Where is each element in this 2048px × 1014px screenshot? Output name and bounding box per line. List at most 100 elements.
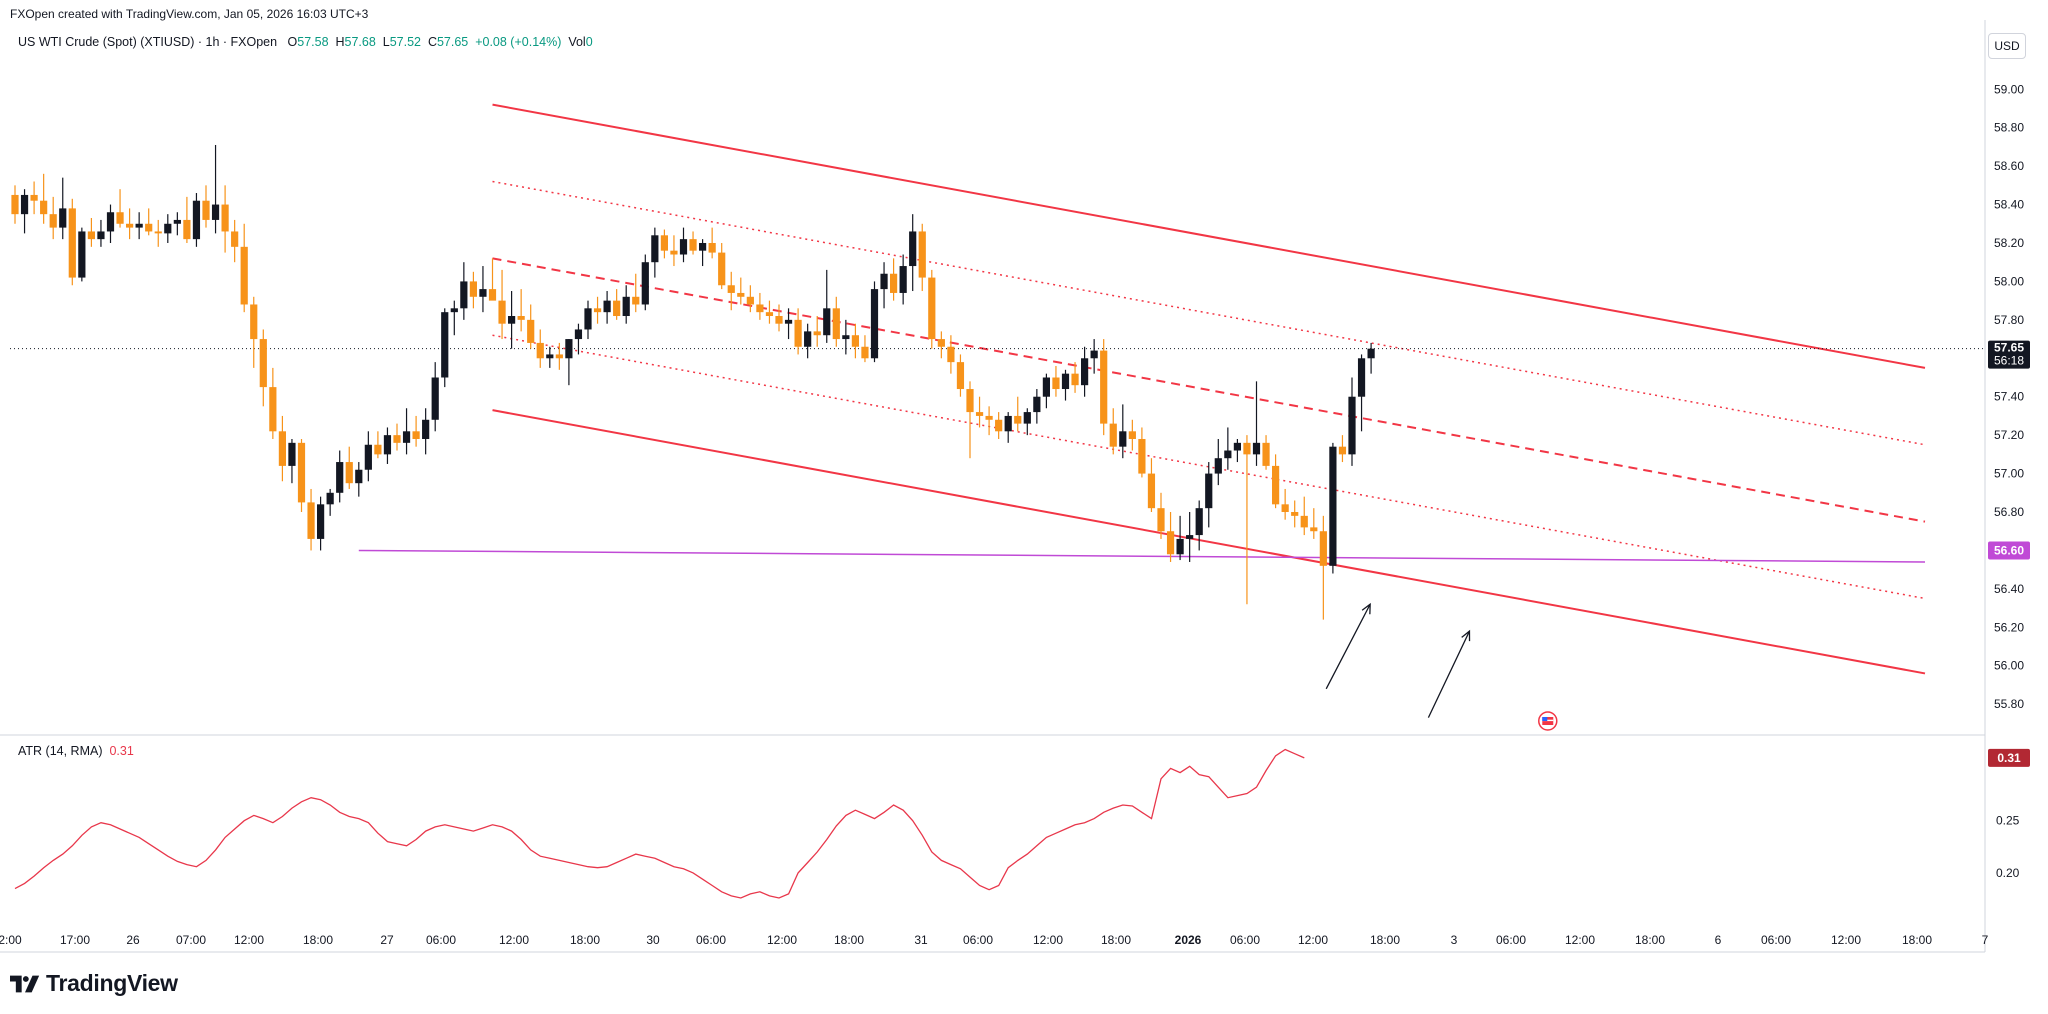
time-tick-label: 18:00 [1370,933,1400,947]
atr-name: ATR (14, RMA) [18,744,103,758]
price-tick-label: 58.60 [1994,159,2024,173]
tradingview-logo-icon [10,975,40,992]
close-label: C [427,35,437,49]
candle-body [20,194,29,215]
time-tick-label: 07:00 [176,933,206,947]
annotation-arrow [1325,603,1371,690]
time-tick-label: 06:00 [696,933,726,947]
price-axis[interactable]: 59.2059.0058.8058.6058.4058.2058.0057.80… [1994,44,2024,711]
candle-body [68,208,76,278]
candle-body [479,289,487,297]
time-tick-label: 06:00 [1761,933,1791,947]
time-tick-label: 06:00 [963,933,993,947]
candle-body [402,431,411,443]
time-tick-label: 12:00 [1831,933,1861,947]
candle-body [995,419,1003,432]
candle-body [1157,508,1165,532]
candle-body [183,219,191,240]
candle-body [355,469,363,484]
candle-body [259,339,267,388]
candle-body [87,231,95,240]
candle-body [1195,508,1203,536]
price-tick-label: 56.00 [1994,659,2024,673]
candle-body [1166,531,1175,555]
candle-body [670,250,678,255]
candle-body [784,319,793,324]
candle-body [231,231,239,247]
candle-body [851,335,859,347]
candle-body [460,281,468,309]
candle-body [135,223,143,228]
candle-body [49,214,57,228]
time-tick-label: 2:00 [0,933,22,947]
atr-line [14,748,1305,899]
current-price-tag [1988,340,2030,369]
candle-body [1243,442,1251,455]
channel-upper-line [492,103,1926,369]
candle-body [1119,431,1127,447]
price-tick-label: 58.80 [1994,121,2024,135]
candle-body [1205,473,1213,509]
candle-body [1319,531,1327,566]
candle-body [1023,412,1031,424]
symbol-name[interactable]: US WTI Crude (Spot) (XTIUSD) · 1h · FXOp… [18,35,278,49]
time-tick-label: 6 [1715,933,1722,947]
candle-body [1329,446,1337,566]
time-tick-label: 17:00 [60,933,90,947]
time-tick-label: 12:00 [234,933,264,947]
channel-lower-line [492,409,1926,675]
support-price-tag-value: 56.60 [1994,543,2024,557]
candle-body [145,223,153,232]
candle-body [508,316,516,324]
candle-body [221,204,229,232]
price-tick-label: 57.20 [1994,428,2024,442]
candle-body [1081,358,1089,386]
time-tick-label: 2026 [1175,933,1202,947]
currency-button[interactable]: USD [1988,33,2026,59]
low-value: 57.52 [389,35,421,49]
candle-body [59,208,67,228]
us-flag-icon [1542,719,1554,722]
time-tick-label: 06:00 [1496,933,1526,947]
high-label: H [335,35,345,49]
vol-label: Vol [568,35,586,49]
candle-body [689,239,697,251]
tradingview-brand[interactable]: TradingView [10,970,178,997]
open-label: O [287,35,298,49]
candle-body [116,212,124,224]
annotation-arrow [1427,630,1471,718]
candle-body [1272,465,1280,505]
candle-body [861,346,869,359]
candle-body [842,335,850,340]
annotation-arrow-head [1361,602,1371,615]
candles [11,144,1375,620]
candle-body [1071,373,1079,386]
candle-body [317,504,325,539]
time-tick-label: 30 [646,933,660,947]
candle-body [813,331,821,336]
candle-body [737,292,745,297]
atr-pane [14,748,1305,899]
candle-body [718,252,726,286]
candle-body [1214,458,1222,474]
time-tick-label: 3 [1451,933,1458,947]
candle-body [794,319,802,347]
change-value: +0.08 (+0.14%) [475,35,562,49]
price-tick-label: 56.20 [1994,620,2024,634]
candle-body [1310,527,1318,532]
atr-legend[interactable]: ATR (14, RMA) 0.31 [18,744,134,758]
candle-body [336,462,344,493]
candle-body [1224,450,1232,459]
low-label: L [382,35,390,49]
time-tick-label: 06:00 [1230,933,1260,947]
candle-body [1100,350,1108,424]
time-axis[interactable]: 2:00 17:00 26 07:00 12:00 18:00 27 06:00 12:00 18… [0,933,1989,947]
price-tick-label: 57.40 [1994,390,2024,404]
candle-body [593,308,602,313]
time-tick-label: 12:00 [1033,933,1063,947]
time-tick-label: 18:00 [570,933,600,947]
candle-body [527,319,535,343]
candle-body [192,200,201,240]
